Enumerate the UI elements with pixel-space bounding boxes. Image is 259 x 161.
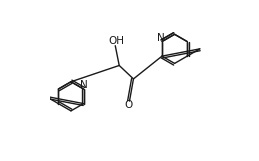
Text: OH: OH: [109, 36, 125, 46]
Text: N: N: [157, 33, 165, 43]
Text: O: O: [125, 100, 133, 110]
Text: N: N: [80, 80, 88, 90]
